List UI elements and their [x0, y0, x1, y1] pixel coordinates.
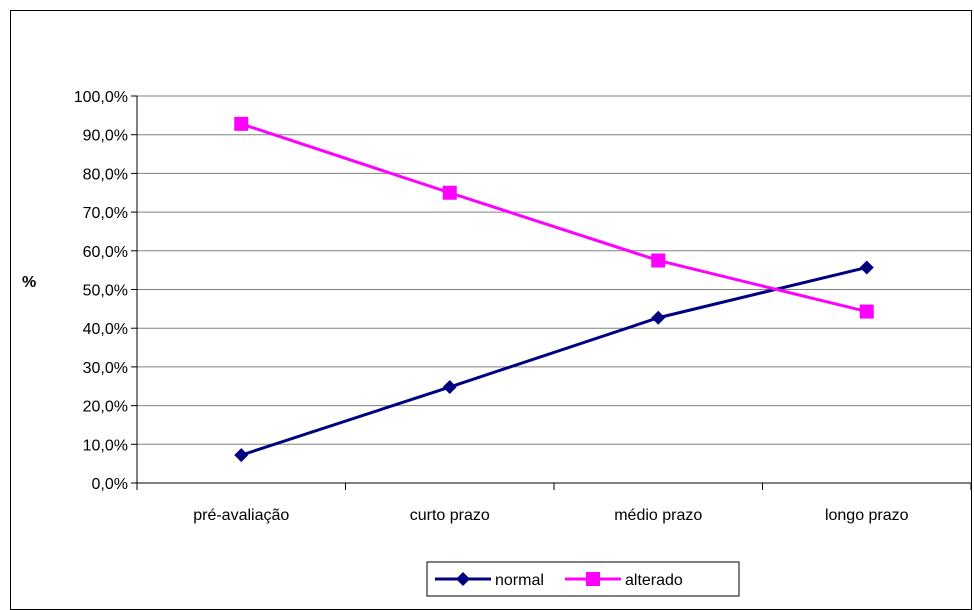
y-tick-label: 100,0% — [74, 89, 128, 106]
series-line — [240, 265, 868, 457]
axes — [131, 95, 972, 490]
y-tick-label: 30,0% — [83, 360, 128, 377]
y-tick-label: 50,0% — [83, 283, 128, 300]
data-point-square — [442, 185, 457, 200]
y-tick-label: 20,0% — [83, 399, 128, 416]
data-point-square — [859, 304, 874, 319]
y-tick-label: 40,0% — [83, 321, 128, 338]
legend: normal alterado — [426, 561, 740, 597]
x-tick-labels: pré-avaliação curto prazo médio prazo longo… — [193, 507, 908, 524]
x-tick-label: longo prazo — [825, 507, 909, 524]
x-tick-label: curto prazo — [410, 507, 490, 524]
series-alterado — [234, 116, 874, 319]
legend-label: alterado — [625, 572, 683, 589]
y-tick-label: 0,0% — [92, 476, 128, 493]
x-tick-label: pré-avaliação — [193, 507, 289, 524]
y-tick-labels: 0,0% 10,0% 20,0% 30,0% 40,0% 50,0% 60,0% 70,0% 8… — [74, 89, 128, 493]
data-point-diamond — [442, 380, 457, 395]
y-tick-label: 90,0% — [83, 128, 128, 145]
data-point-diamond — [456, 572, 470, 586]
y-tick-label: 10,0% — [83, 437, 128, 454]
series-line — [240, 122, 868, 314]
data-point-square — [586, 572, 600, 586]
gridlines — [137, 95, 971, 445]
data-point-square — [234, 116, 249, 131]
legend-entry-alterado: alterado — [565, 572, 683, 589]
data-point-diamond — [651, 310, 666, 325]
data-point-diamond — [859, 260, 874, 275]
legend-entry-normal: normal — [435, 572, 544, 589]
data-point-square — [651, 253, 666, 268]
data-point-diamond — [234, 448, 249, 463]
series-normal — [234, 260, 874, 463]
x-tick-label: médio prazo — [614, 507, 702, 524]
y-tick-label: 70,0% — [83, 205, 128, 222]
series-group — [234, 116, 874, 463]
y-tick-label: 60,0% — [83, 244, 128, 261]
y-tick-label: 80,0% — [83, 166, 128, 183]
chart-frame — [10, 10, 972, 610]
legend-label: normal — [495, 572, 544, 589]
y-axis-label: % — [22, 274, 36, 291]
